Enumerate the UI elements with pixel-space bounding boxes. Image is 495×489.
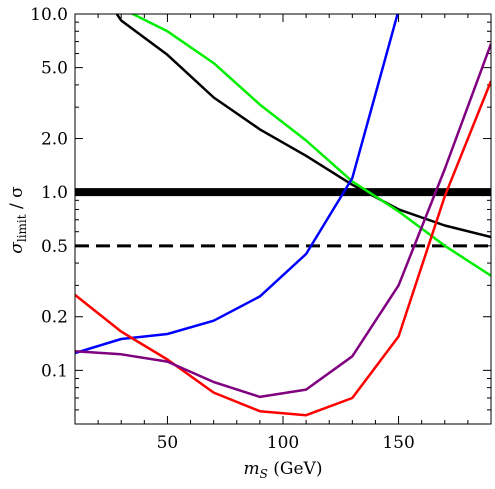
reference-lines <box>75 188 491 248</box>
series-line-1 <box>115 14 491 239</box>
x-tick-label: 100 <box>267 433 299 453</box>
x-axis-label: mS (GeV) <box>244 459 323 481</box>
y-tick-label: 0.1 <box>41 361 68 381</box>
series-lines <box>75 14 491 417</box>
y-tick-label: 5.0 <box>41 59 68 79</box>
series-line-3 <box>75 14 399 355</box>
series-line-2 <box>130 14 491 277</box>
y-axis-label: σlimit / σ <box>7 186 29 254</box>
series-line-5 <box>75 43 491 399</box>
y-tick-label: 1.0 <box>41 183 68 203</box>
y-axis-sub: limit <box>15 214 29 242</box>
y-tick-label: 0.5 <box>41 237 68 257</box>
y-axis-tail: / σ <box>7 186 27 209</box>
x-axis-unit: (GeV) <box>273 459 322 479</box>
y-tick-label: 0.2 <box>41 308 68 328</box>
y-tick-label: 10.0 <box>30 5 68 25</box>
y-axis-var: σ <box>7 242 27 254</box>
x-axis-sub: S <box>260 467 268 481</box>
x-tick-label: 50 <box>157 433 179 453</box>
x-axis-var: m <box>244 459 260 479</box>
x-tick-label: 150 <box>382 433 414 453</box>
y-tick-labels: 10.0 5.0 2.0 1.0 0.5 0.2 0.1 <box>30 5 68 381</box>
x-tick-labels: 50 100 150 <box>157 433 415 453</box>
series-line-4 <box>75 80 491 417</box>
y-tick-label: 2.0 <box>41 130 68 150</box>
plot-frame <box>74 13 492 425</box>
